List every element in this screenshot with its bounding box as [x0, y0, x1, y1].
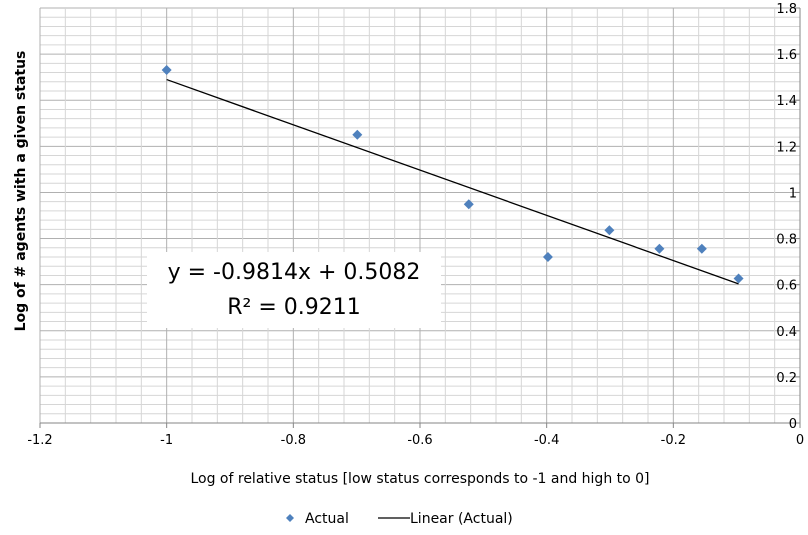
y-tick-label: 1.6	[776, 48, 797, 63]
y-tick-label: 0.4	[776, 325, 797, 340]
r-squared-label: R² = 0.9211	[227, 295, 361, 320]
x-tick-label: -1	[160, 433, 173, 448]
y-tick-label: 0.8	[776, 233, 797, 248]
x-tick-label: -0.8	[281, 433, 306, 448]
x-tick-label: 0	[796, 433, 804, 448]
trendline	[166, 78, 739, 285]
y-tick-label: 1	[789, 186, 797, 201]
y-axis-title: Log of # agents with a given status	[13, 51, 29, 332]
data-point	[463, 199, 474, 210]
legend-label-actual: Actual	[305, 511, 349, 527]
grid	[39, 7, 801, 424]
equation-box	[147, 252, 441, 328]
data-point	[696, 243, 707, 254]
x-axis-title: Log of relative status [low status corre…	[190, 471, 649, 487]
legend-label-linear: Linear (Actual)	[410, 511, 513, 527]
legend: Actual Linear (Actual)	[286, 511, 513, 527]
y-tick-label: 0	[789, 417, 797, 432]
data-point	[604, 225, 615, 236]
x-tick-label: -0.2	[661, 433, 686, 448]
x-tick-label: -0.6	[407, 433, 432, 448]
data-point	[542, 252, 553, 262]
y-tick-label: 1.8	[776, 2, 797, 17]
y-tick-label: 1.2	[776, 140, 797, 155]
data-point	[352, 129, 363, 140]
legend-marker-actual	[286, 514, 294, 522]
y-tick-labels: 0 0.2 0.4 0.6 0.8 1 1.2 1.4 1.6 1.8	[776, 2, 800, 432]
trendline-equation: y = -0.9814x + 0.5082	[168, 260, 421, 285]
x-tick-label: -0.4	[534, 433, 559, 448]
y-tick-label: 0.6	[776, 279, 797, 294]
data-point	[654, 243, 665, 254]
x-tick-labels: -1.2 -1 -0.8 -0.6 -0.4 -0.2 0	[27, 423, 804, 448]
data-point	[733, 273, 744, 284]
data-point	[161, 65, 172, 76]
y-tick-label: 1.4	[776, 94, 797, 109]
y-tick-label: 0.2	[776, 371, 797, 386]
trendline-layer	[166, 78, 739, 285]
data-points	[161, 65, 744, 284]
x-tick-label: -1.2	[27, 433, 52, 448]
